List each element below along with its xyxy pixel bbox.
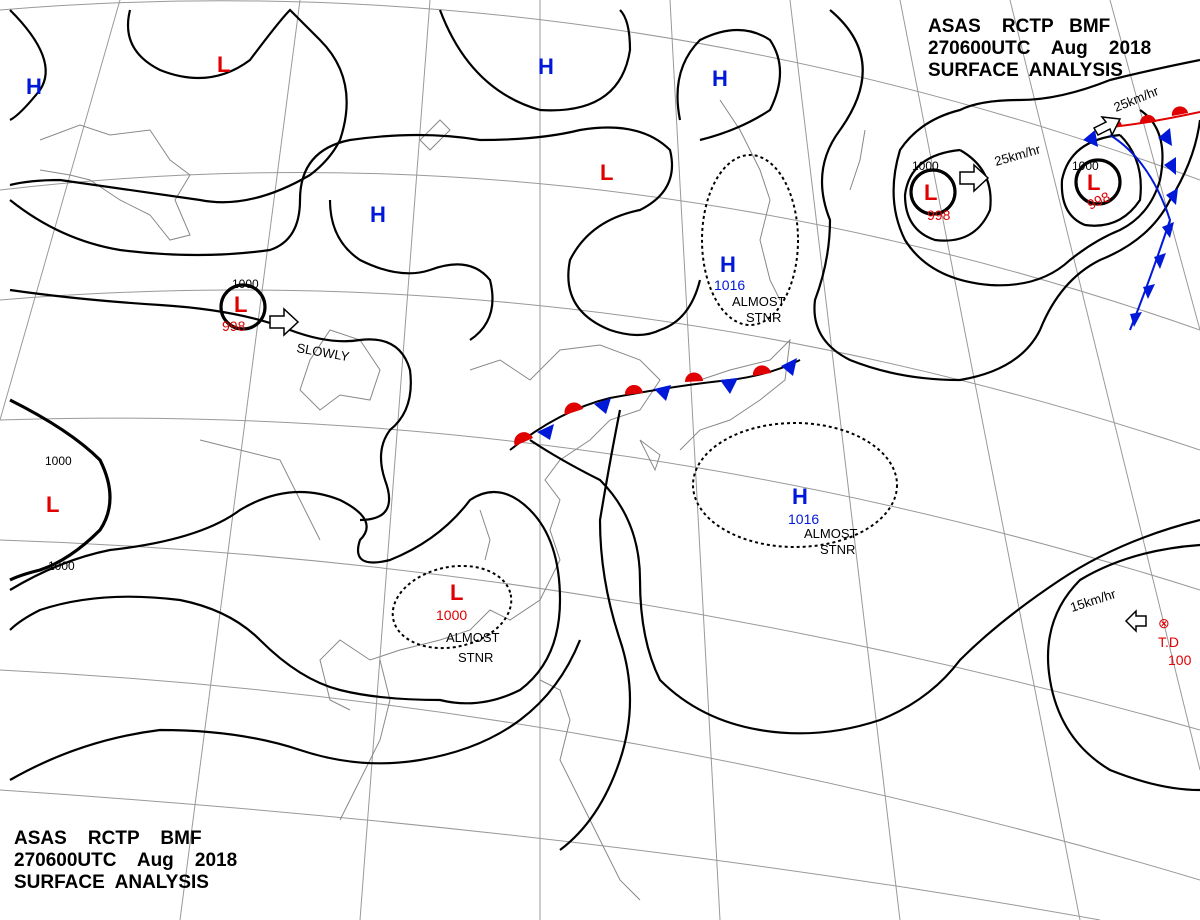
header-top-line1: ASAS RCTP BMF (928, 16, 1111, 37)
movement-note: ALMOST (732, 294, 786, 309)
movement-note: STNR (746, 310, 781, 325)
movement-note: STNR (820, 542, 855, 557)
arrow-left-icon (1124, 609, 1147, 633)
header-bottom-line1: ASAS RCTP BMF (14, 828, 202, 849)
isobar-1000-left: 1000 1000 (9, 398, 112, 582)
ring-label-1000-b: 1000 (912, 159, 939, 173)
speed-note: 15km/hr (1068, 586, 1118, 615)
high-center-label: H (792, 484, 808, 509)
movement-note: STNR (458, 650, 493, 665)
header-top-line2: 270600UTC Aug 2018 (928, 38, 1152, 59)
arrow-right-icon (1092, 116, 1122, 137)
td-label: T.D (1158, 634, 1179, 650)
pressure-centers: L L L L L L L H H H H H H (26, 52, 1100, 605)
td-value: 100 (1168, 652, 1192, 668)
high-center-label: H (26, 74, 42, 99)
low-center-label: L (924, 180, 937, 205)
pressure-value: 998 (927, 207, 951, 223)
low-rings: 1000 1000 1000 (219, 158, 1122, 331)
high-center-label: H (370, 202, 386, 227)
low-center-label: L (234, 292, 247, 317)
annotations: SLOWLY ALMOST STNR ALMOST STNR ALMOST ST… (295, 83, 1191, 668)
pressure-value: 998 (222, 318, 246, 334)
ring-label-1000-c: 1000 (1072, 159, 1099, 173)
speed-note: 25km/hr (1112, 83, 1162, 115)
header-top-line3: SURFACE ANALYSIS (928, 60, 1123, 81)
high-center-label: H (720, 252, 736, 277)
header-bottom: ASAS RCTP BMF 270600UTC Aug 2018 SURFACE… (14, 828, 237, 894)
ring-label-1000-a: 1000 (232, 277, 259, 291)
low-center-label: L (600, 160, 613, 185)
high-center-label: H (712, 66, 728, 91)
storm-symbol-icon: ⊗ (1158, 615, 1170, 631)
pressure-value: 1016 (714, 277, 745, 293)
cold-front-ne (1083, 128, 1178, 331)
isobar-1000-label-b: 1000 (48, 559, 75, 573)
header-top: ASAS RCTP BMF 270600UTC Aug 2018 SURFACE… (928, 16, 1151, 82)
movement-note: ALMOST (804, 526, 858, 541)
stationary-front (509, 358, 801, 451)
pressure-value: 1016 (788, 511, 819, 527)
speed-note: 25km/hr (993, 141, 1043, 169)
low-center-label: L (217, 52, 230, 77)
movement-note: SLOWLY (295, 340, 350, 364)
arrow-right-icon (959, 163, 990, 193)
header-bottom-line2: 270600UTC Aug 2018 (14, 850, 238, 871)
low-center-label: L (450, 580, 463, 605)
arrow-right-icon (269, 307, 300, 337)
coastlines (39, 99, 866, 901)
pressure-value: 1000 (436, 607, 467, 623)
movement-note: ALMOST (446, 630, 500, 645)
high-center-label: H (538, 54, 554, 79)
low-center-label: L (46, 492, 59, 517)
isobars (9, 8, 1200, 851)
low-center-label: L (1087, 170, 1100, 195)
header-bottom-line3: SURFACE ANALYSIS (14, 872, 209, 893)
pressure-values: 998 998 998 1000 1016 1016 (222, 188, 1113, 623)
motion-arrows (269, 116, 1147, 633)
isobar-1000-label-a: 1000 (45, 454, 72, 468)
